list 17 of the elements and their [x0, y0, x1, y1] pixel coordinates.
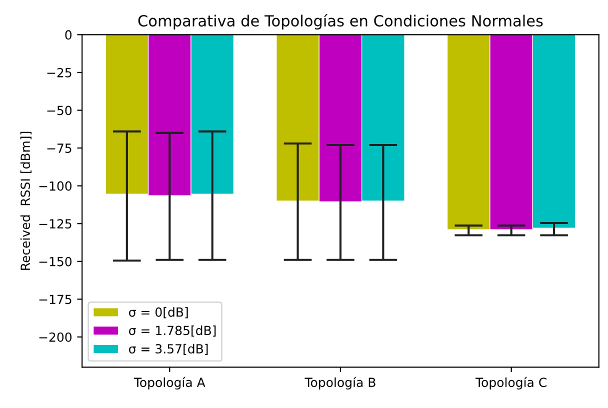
y-tick-label: −25: [47, 68, 72, 78]
y-axis-title: Received RSSI [dBm]]: [20, 132, 32, 270]
y-tick-label: 0: [65, 30, 72, 40]
legend-label: σ = 0[dB]: [129, 307, 188, 318]
legend-label: σ = 1.785[dB]: [129, 326, 216, 337]
y-tick-label: −200: [39, 332, 72, 342]
y-tick-label: −150: [39, 256, 72, 266]
y-tick-label: −50: [47, 106, 72, 116]
legend-label: σ = 3.57[dB]: [129, 344, 208, 355]
y-tick-label: −125: [39, 219, 72, 229]
chart-title: Comparativa de Topologías en Condiciones Normales: [138, 14, 543, 30]
x-tick-label: Topología C: [475, 376, 546, 390]
x-tick-label: Topología A: [134, 376, 206, 390]
y-tick-label: −175: [39, 294, 72, 304]
x-tick-label: Topología B: [304, 376, 376, 390]
y-tick-label: −100: [39, 181, 72, 191]
y-tick-label: −75: [47, 144, 72, 153]
